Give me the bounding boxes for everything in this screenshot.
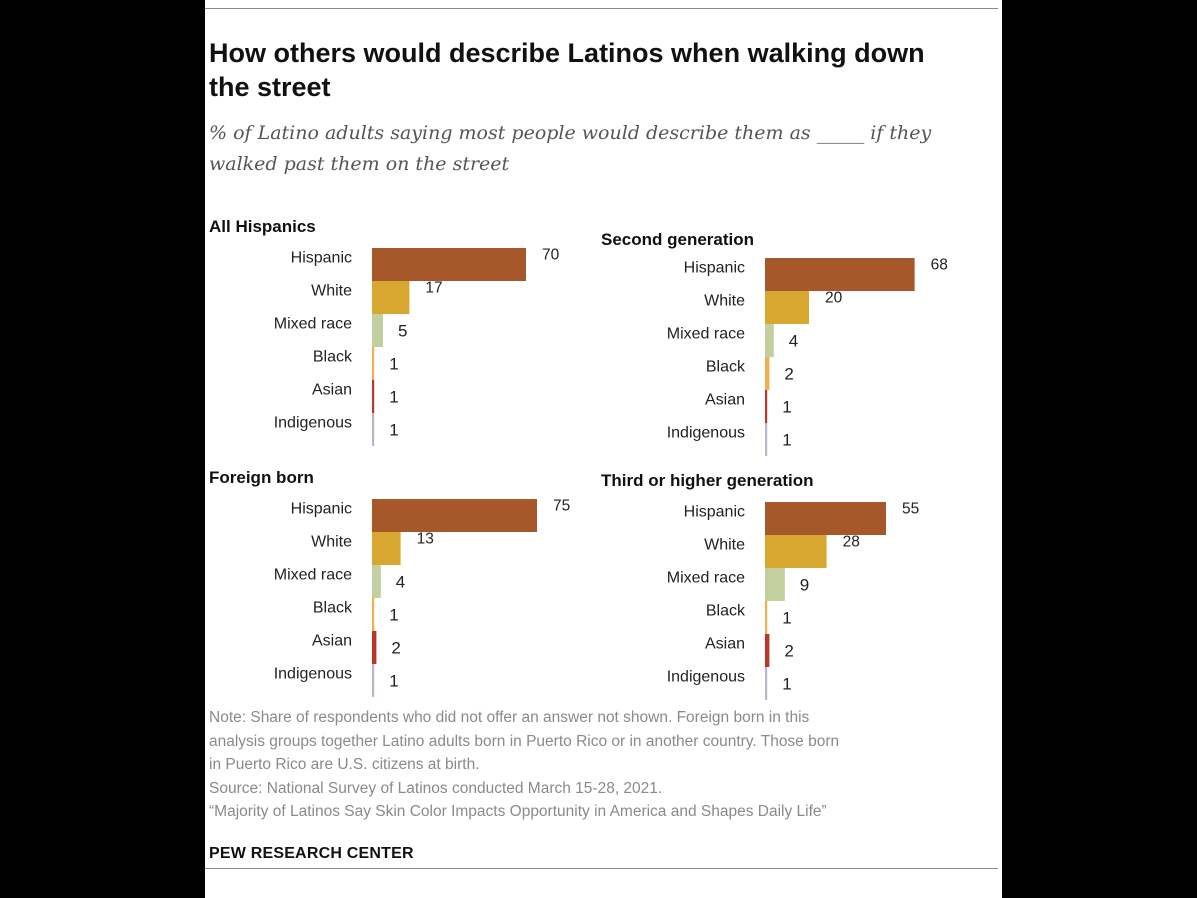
value-label: 13 xyxy=(417,531,434,548)
bar xyxy=(372,631,377,664)
panel-title: Third or higher generation xyxy=(601,471,814,490)
chart-title: How others would describe Latinos when w… xyxy=(209,38,925,102)
bar xyxy=(765,502,886,535)
category-label: Black xyxy=(313,349,353,366)
notes-block: Note: Share of respondents who did not o… xyxy=(209,706,999,824)
category-label: Hispanic xyxy=(684,260,745,277)
bottom-rule xyxy=(205,868,998,869)
chart-subtitle: % of Latino adults saying most people wo… xyxy=(209,122,932,175)
category-label: Indigenous xyxy=(667,669,745,686)
bar xyxy=(372,248,526,281)
bar xyxy=(372,347,375,380)
bar xyxy=(765,667,768,700)
report-title: “Majority of Latinos Say Skin Color Impa… xyxy=(209,803,827,820)
value-label: 2 xyxy=(784,642,793,661)
category-label: Hispanic xyxy=(291,501,352,518)
category-label: White xyxy=(704,537,745,554)
value-label: 20 xyxy=(825,290,843,307)
category-label: Mixed race xyxy=(274,567,352,584)
bar xyxy=(372,499,537,532)
value-label: 9 xyxy=(800,576,809,595)
bar xyxy=(765,357,770,390)
value-label: 70 xyxy=(542,247,560,264)
value-label: 17 xyxy=(425,280,442,297)
bar xyxy=(765,634,770,667)
source-line: Source: National Survey of Latinos condu… xyxy=(209,779,663,797)
value-label: 1 xyxy=(389,421,398,440)
bar xyxy=(372,532,401,565)
category-label: White xyxy=(311,534,352,551)
category-label: Indigenous xyxy=(667,425,745,442)
value-label: 1 xyxy=(389,606,398,625)
value-label: 4 xyxy=(396,573,405,592)
value-label: 5 xyxy=(398,322,407,341)
bar xyxy=(765,390,768,423)
bar xyxy=(765,423,768,456)
panel-title: Foreign born xyxy=(209,468,314,487)
category-label: Hispanic xyxy=(684,504,745,521)
pew-credit: PEW RESEARCH CENTER xyxy=(209,845,414,862)
bar xyxy=(372,598,375,631)
category-label: Black xyxy=(313,600,353,617)
bar xyxy=(765,258,915,291)
top-rule xyxy=(205,8,998,9)
value-label: 1 xyxy=(782,431,791,450)
note-line: analysis groups together Latino adults b… xyxy=(209,732,840,750)
value-label: 1 xyxy=(782,675,791,694)
value-label: 55 xyxy=(902,501,919,518)
bar-chart-3: Foreign born Hispanic 75 White 13 Mixed race 4… xyxy=(209,468,570,697)
category-label: Indigenous xyxy=(274,666,352,683)
value-label: 2 xyxy=(391,639,400,658)
value-label: 4 xyxy=(789,332,798,351)
value-label: 28 xyxy=(843,534,860,551)
bar-chart-2: Second generation Hispanic 68 White 20 Mixed … xyxy=(601,230,948,456)
bar xyxy=(372,380,375,413)
value-label: 1 xyxy=(782,609,791,628)
category-label: Mixed race xyxy=(667,326,745,343)
bar xyxy=(372,314,383,347)
note-line: in Puerto Rico are U.S. citizens at birt… xyxy=(209,756,480,773)
bar-chart-1: All Hispanics Hispanic 70 White 17 Mixed race… xyxy=(209,217,560,446)
value-label: 75 xyxy=(553,498,570,515)
category-label: Asian xyxy=(312,633,352,650)
category-label: Asian xyxy=(312,382,352,399)
bar xyxy=(372,413,375,446)
bar xyxy=(765,291,809,324)
category-label: Asian xyxy=(705,636,745,653)
category-label: Black xyxy=(706,359,746,376)
category-label: Black xyxy=(706,603,746,620)
value-label: 1 xyxy=(389,355,398,374)
value-label: 1 xyxy=(782,398,791,417)
category-label: Indigenous xyxy=(274,415,352,432)
category-label: Mixed race xyxy=(274,316,352,333)
category-label: Asian xyxy=(705,392,745,409)
chart-panel: How others would describe Latinos when w… xyxy=(205,0,1002,898)
category-label: White xyxy=(704,293,745,310)
bar-chart-4: Third or higher generation Hispanic 55 Whit… xyxy=(601,471,919,700)
bar xyxy=(765,601,768,634)
bar xyxy=(765,324,774,357)
value-label: 1 xyxy=(389,388,398,407)
bar xyxy=(765,535,827,568)
value-label: 2 xyxy=(784,365,793,384)
bar xyxy=(372,281,410,314)
category-label: Mixed race xyxy=(667,570,745,587)
bar xyxy=(765,568,785,601)
value-label: 68 xyxy=(931,257,948,274)
category-label: White xyxy=(311,283,352,300)
panel-title: All Hispanics xyxy=(209,217,316,236)
value-label: 1 xyxy=(389,672,398,691)
bar xyxy=(372,565,381,598)
category-label: Hispanic xyxy=(291,250,352,267)
panel-title: Second generation xyxy=(601,230,754,249)
charts-area: All Hispanics Hispanic 70 White 17 Mixed race… xyxy=(209,217,948,700)
note-line: Note: Share of respondents who did not o… xyxy=(209,709,810,726)
bar xyxy=(372,664,375,697)
